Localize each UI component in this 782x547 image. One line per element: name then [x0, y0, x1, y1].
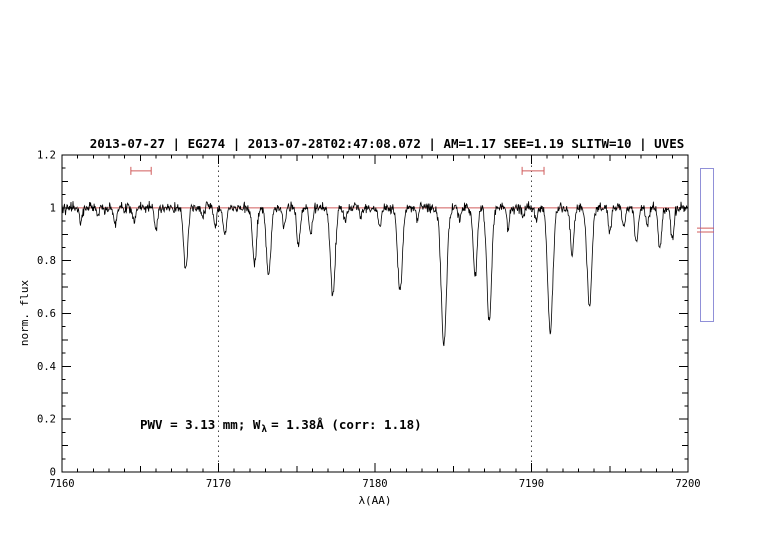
x-tick-label: 7170: [206, 478, 231, 490]
y-tick-label: 0.2: [37, 414, 56, 426]
y-axis-label: norm. flux: [18, 280, 31, 347]
y-tick-label: 1: [50, 202, 56, 214]
pwv-annotation: PWV = 3.13 mm; Wλ = 1.38Å (corr: 1.18): [140, 417, 422, 435]
y-tick-label: 0: [50, 467, 56, 479]
side-indicator-box: [700, 168, 714, 322]
y-tick-label: 0.8: [37, 255, 56, 267]
x-tick-label: 7180: [362, 478, 387, 490]
side-indicator: [697, 168, 714, 322]
x-axis-ticks: [61, 155, 689, 472]
pwv-annotation-suffix: = 1.38Å (corr: 1.18): [271, 417, 422, 432]
pwv-annotation-subscript: λ: [261, 424, 267, 435]
x-tick-label: 7190: [519, 478, 544, 490]
chart-layer: 7160 7170 7180 7190 7200 0 0.2 0.4 0.6 0.8 1 1.2: [37, 150, 701, 491]
y-axis-ticks: [62, 154, 688, 473]
x-axis-label: λ(AA): [358, 494, 391, 507]
pwv-annotation-prefix: PWV = 3.13 mm; W: [140, 417, 261, 432]
figure-title: 2013-07-27 | EG274 | 2013-07-28T02:47:08…: [90, 136, 685, 151]
x-tick-label: 7160: [49, 478, 74, 490]
x-tick-label: 7200: [675, 478, 700, 490]
y-tick-label: 0.4: [37, 361, 56, 373]
y-tick-label: 1.2: [37, 150, 56, 162]
spectrum-trace: [61, 200, 689, 347]
y-tick-label: 0.6: [37, 308, 56, 320]
